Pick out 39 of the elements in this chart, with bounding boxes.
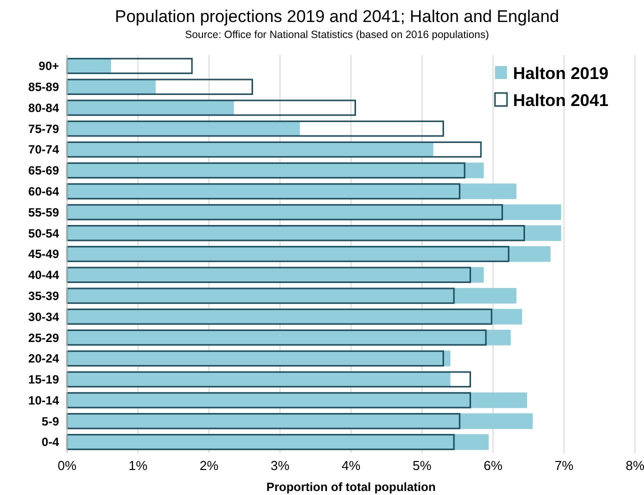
- bar: [66, 141, 482, 158]
- chart-subtitle: Source: Office for National Statistics (based on 2016 populations): [185, 29, 489, 41]
- bar: [66, 413, 460, 430]
- x-tick-label: 7%: [554, 458, 574, 473]
- x-tick-label: 4%: [342, 458, 361, 473]
- y-tick-label: 20-24: [28, 352, 60, 366]
- y-tick-label: 45-49: [28, 247, 60, 262]
- x-tick-label: 3%: [270, 458, 290, 473]
- x-tick-label: 6%: [484, 458, 503, 473]
- legend-label: Halton 2041: [513, 90, 608, 110]
- bar: [66, 78, 254, 95]
- x-axis-title: Proportion of total population: [266, 480, 436, 494]
- x-tick-label: 0%: [58, 458, 77, 473]
- y-tick-label: 65-69: [28, 164, 60, 178]
- y-tick-label: 10-14: [28, 393, 60, 408]
- y-tick-label: 70-74: [28, 142, 60, 157]
- bar: [66, 100, 356, 116]
- y-tick-label: 80-84: [28, 100, 60, 115]
- chart-title: Population projections 2019 and 2041; Halton and England: [114, 7, 560, 26]
- y-tick-label: 0-4: [42, 435, 60, 450]
- x-tick-label: 1%: [128, 458, 148, 473]
- y-tick-label: 55-59: [28, 205, 60, 220]
- x-tick-label: 2%: [200, 458, 219, 473]
- bar: [66, 58, 193, 74]
- x-tick-label: 5%: [412, 458, 432, 473]
- bar: [66, 120, 444, 137]
- x-tick-label: 8%: [626, 458, 644, 473]
- y-tick-label: 90+: [38, 59, 59, 74]
- y-tick-label: 25-29: [28, 330, 60, 345]
- y-tick-label: 35-39: [28, 288, 60, 303]
- y-tick-label: 30-34: [28, 310, 60, 324]
- y-tick-label: 40-44: [28, 268, 60, 282]
- y-tick-label: 75-79: [28, 122, 60, 136]
- y-tick-label: 5-9: [42, 414, 60, 428]
- y-tick-label: 15-19: [28, 372, 60, 387]
- y-tick-label: 60-64: [28, 184, 60, 199]
- legend-label: Halton 2019: [513, 64, 608, 83]
- y-tick-label: 50-54: [28, 226, 60, 240]
- y-tick-label: 85-89: [28, 80, 60, 94]
